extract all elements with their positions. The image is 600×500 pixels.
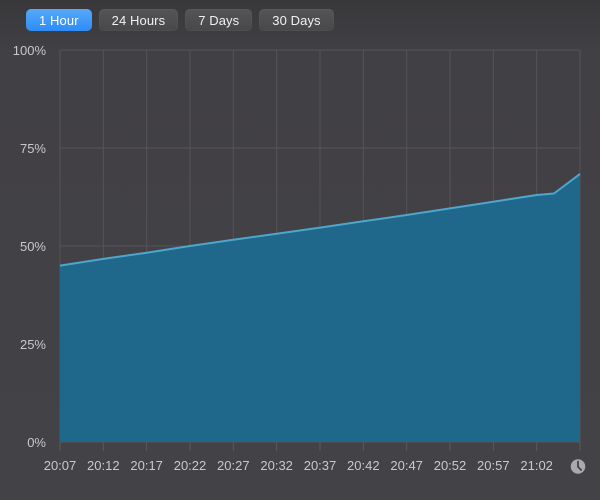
- time-range-tabbar: 1 Hour 24 Hours 7 Days 30 Days: [26, 9, 334, 31]
- area-series-line: [59, 173, 581, 267]
- tab-30-days[interactable]: 30 Days: [259, 9, 334, 31]
- clock-icon-glyph: [570, 459, 586, 474]
- tab-7-days[interactable]: 7 Days: [185, 9, 253, 31]
- x-axis-label: 20:47: [390, 458, 423, 473]
- x-axis-label: 20:42: [347, 458, 380, 473]
- clock-icon[interactable]: [569, 457, 587, 475]
- x-axis-label: 20:27: [217, 458, 250, 473]
- y-axis-label: 75%: [19, 141, 46, 156]
- tab-24-hours[interactable]: 24 Hours: [98, 9, 179, 31]
- y-axis-label: 50%: [19, 239, 46, 254]
- area-series-fill: [60, 173, 580, 442]
- tab-1-hour[interactable]: 1 Hour: [26, 9, 92, 31]
- y-axis-label: 100%: [12, 43, 46, 58]
- x-axis-label: 20:57: [477, 458, 510, 473]
- x-axis-label: 20:52: [433, 458, 467, 473]
- x-axis-label: 20:12: [87, 458, 120, 473]
- y-axis-label: 25%: [19, 337, 46, 352]
- x-axis-label: 20:22: [173, 458, 207, 473]
- x-axis-label: 20:37: [303, 458, 337, 473]
- y-axis-label: 0%: [27, 435, 46, 450]
- x-axis-label: 20:17: [130, 458, 163, 473]
- x-axis-label: 20:07: [43, 458, 77, 473]
- x-axis-label: 20:32: [260, 458, 293, 473]
- x-axis-label: 21:02: [520, 458, 553, 473]
